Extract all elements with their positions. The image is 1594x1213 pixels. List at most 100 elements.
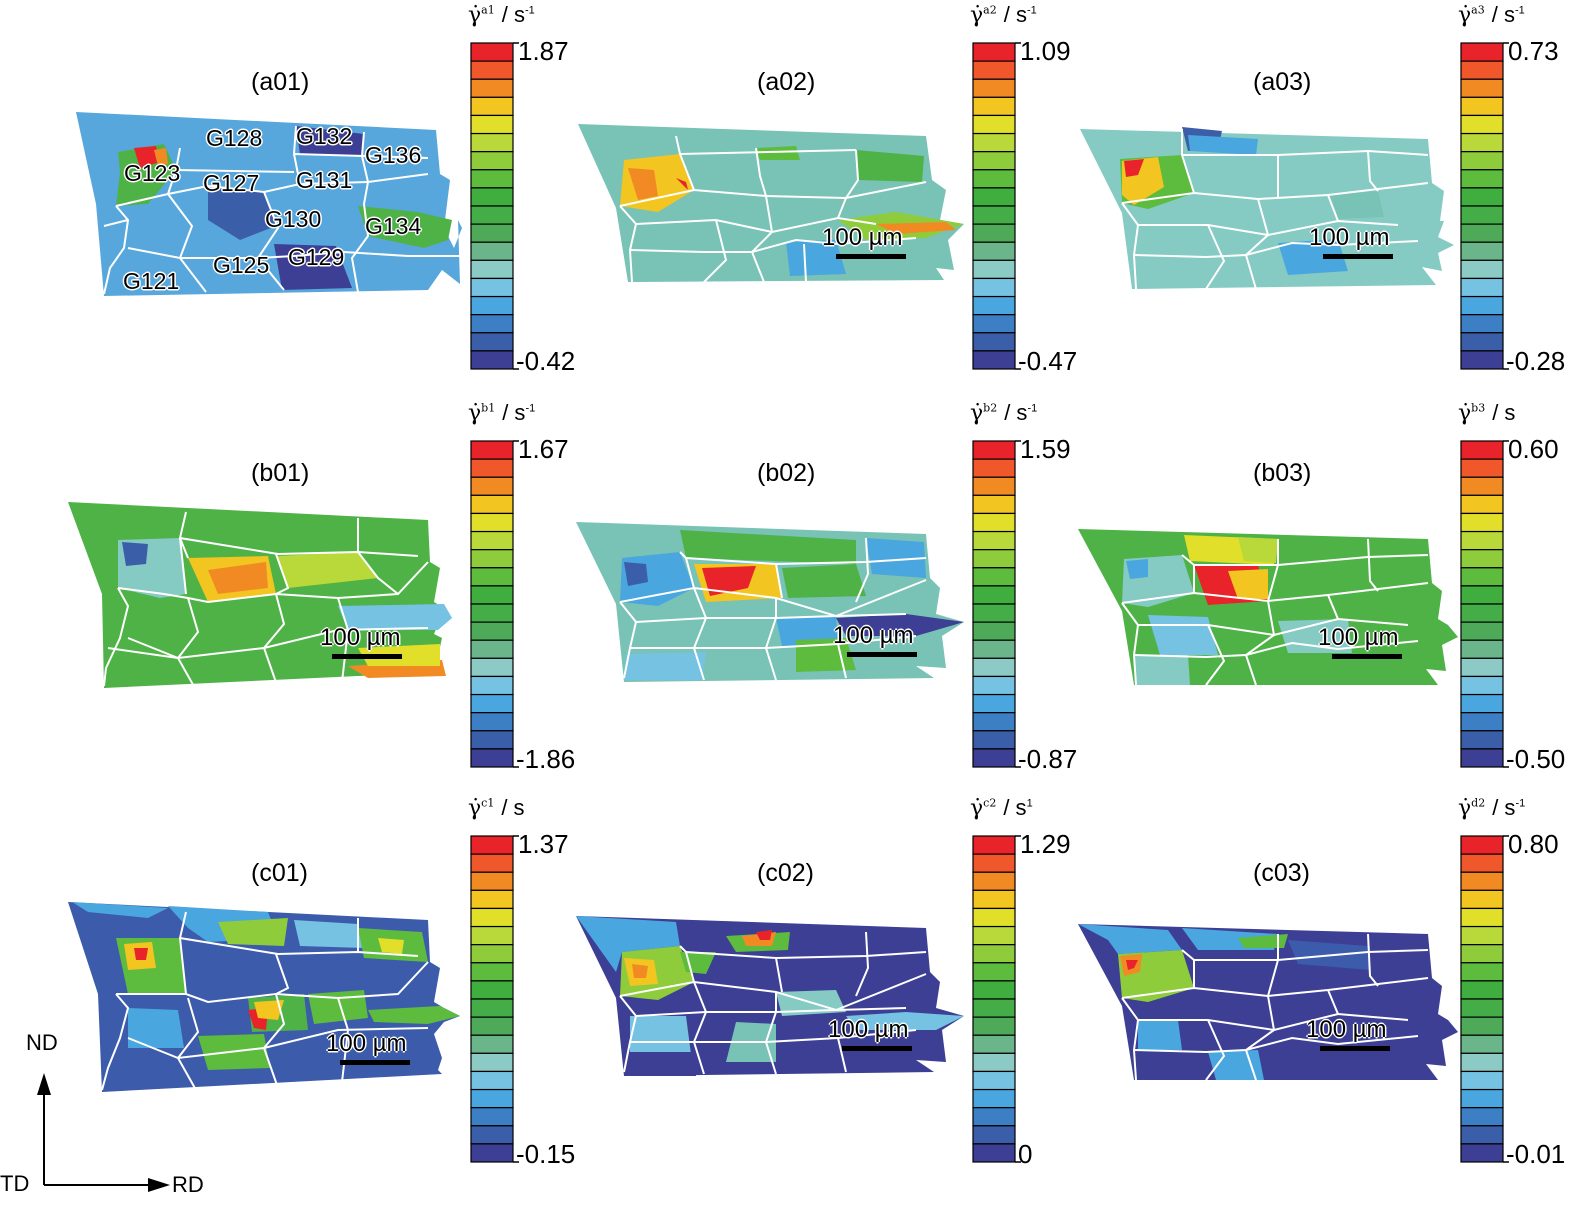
- colorbar-segment: [1460, 639, 1504, 659]
- colorbar-segment: [1460, 1052, 1504, 1073]
- colorbar-segment: [1460, 1034, 1504, 1054]
- colorbar-segment: [972, 96, 1016, 117]
- colorbar-unit-superscript: -1: [524, 4, 535, 17]
- colorbar-max-label: 0.73: [1508, 36, 1559, 66]
- colorbar-segment: [972, 1034, 1016, 1054]
- colorbar-symbol-superscript: a1: [481, 3, 495, 17]
- colorbar-min-label: -0.28: [1506, 346, 1566, 376]
- colorbar-title: γ̇a2 / s-1: [970, 2, 1037, 28]
- colorbar-max-label: 0.60: [1508, 434, 1559, 464]
- rd-arrowhead-icon: [148, 1178, 170, 1192]
- nd-arrowhead-icon: [37, 1073, 51, 1095]
- colorbar-segment: [1460, 603, 1504, 623]
- colorbar-segment: [470, 259, 514, 280]
- colorbar-segment: [972, 998, 1016, 1018]
- colorbar-segment: [470, 114, 514, 135]
- colorbar-segment: [1460, 549, 1504, 569]
- colorbar: [470, 440, 519, 768]
- grain-label: G131: [296, 167, 353, 193]
- colorbar-unit: / s: [1492, 400, 1516, 425]
- colorbar-segment: [1460, 693, 1504, 714]
- colorbar-segment: [470, 60, 514, 80]
- colorbar-segment: [972, 567, 1016, 587]
- panel-label: (c01): [251, 859, 308, 887]
- colorbar-segment: [972, 1143, 1016, 1163]
- colorbar-segment: [470, 1088, 514, 1109]
- colorbar-segment: [972, 730, 1016, 750]
- colorbar-segment: [1460, 1088, 1504, 1109]
- colorbar-segment: [972, 476, 1016, 496]
- colorbar-symbol: γ̇: [468, 3, 482, 28]
- grain-map: [68, 502, 452, 691]
- colorbar-min-label: -0.01: [1506, 1139, 1566, 1169]
- colorbar-segment: [470, 835, 514, 855]
- colorbar-symbol-superscript: b1: [481, 401, 496, 415]
- colorbar-segment: [1460, 585, 1504, 605]
- colorbar-segment: [470, 675, 514, 696]
- panel-c03: (c03): [1078, 859, 1458, 1081]
- colorbar-segment: [470, 962, 514, 982]
- colorbar-segment: [972, 657, 1016, 678]
- colorbar-segment: [1460, 350, 1504, 370]
- colorbar-segment: [972, 530, 1016, 551]
- colorbar-segment: [1460, 132, 1504, 153]
- scale-bar: 100 µm: [828, 1016, 918, 1051]
- colorbar-segment: [1460, 907, 1504, 928]
- colorbar-symbol-superscript: b2: [983, 401, 998, 415]
- scale-bar-label: 100 µm: [833, 622, 914, 649]
- colorbar-symbol-superscript: c2: [983, 796, 997, 810]
- scale-bar-label: 100 µm: [326, 1030, 407, 1057]
- colorbar-max-label: 1.09: [1020, 36, 1071, 66]
- panel-b02: (b02): [0, 0, 1020, 790]
- colorbar-symbol: γ̇: [1458, 3, 1472, 28]
- axis-label-rd: RD: [172, 1172, 204, 1197]
- colorbar-segment: [470, 925, 514, 946]
- colorbar-segment: [1460, 78, 1504, 98]
- colorbar-unit-superscript: -1: [1027, 402, 1038, 415]
- colorbar-segment: [972, 314, 1016, 334]
- colorbar-min-label: 0: [1018, 1139, 1033, 1169]
- colorbar-segment: [470, 476, 514, 496]
- colorbar-segment: [1460, 530, 1504, 551]
- colorbar: [1460, 440, 1509, 768]
- colorbar-segment: [1460, 476, 1504, 496]
- colorbar-symbol: γ̇: [970, 401, 984, 426]
- colorbar-max-label: 1.67: [518, 434, 569, 464]
- colorbar-segment: [470, 603, 514, 623]
- colorbar-segment: [1460, 889, 1504, 910]
- colorbar-segment: [1460, 458, 1504, 478]
- colorbar-segment: [972, 512, 1016, 533]
- colorbar-segment: [972, 693, 1016, 714]
- colorbar-segment: [972, 223, 1016, 243]
- colorbar-segment: [972, 748, 1016, 768]
- colorbar-symbol-superscript: a2: [983, 3, 997, 17]
- grain-map: [576, 522, 964, 682]
- colorbar-segment: [1460, 675, 1504, 696]
- colorbar-segment: [972, 962, 1016, 982]
- colorbar-segment: [972, 132, 1016, 153]
- colorbar-min-label: -0.42: [516, 346, 576, 376]
- grain-label: G121: [123, 268, 180, 294]
- colorbar-segment: [1460, 494, 1504, 515]
- colorbar-segment: [470, 151, 514, 171]
- colorbar-max-label: 1.37: [518, 829, 569, 859]
- colorbar-segment: [972, 277, 1016, 298]
- colorbar-segment: [972, 60, 1016, 80]
- colorbar-min-label: -0.47: [1018, 346, 1078, 376]
- colorbar-min-label: -0.15: [516, 1139, 576, 1169]
- colorbar-segment: [470, 889, 514, 910]
- colorbar-segment: [1460, 42, 1504, 62]
- colorbar-segment: [1460, 259, 1504, 280]
- colorbar-title: γ̇b2 / s-1: [970, 400, 1037, 426]
- colorbar: [470, 835, 519, 1163]
- colorbar-segment: [1460, 440, 1504, 460]
- colorbar-segment: [470, 223, 514, 243]
- colorbar-segment: [470, 567, 514, 587]
- scale-bar: 100 µm: [1306, 1016, 1396, 1051]
- colorbar-segment: [470, 657, 514, 678]
- panel-label: (a03): [1253, 68, 1312, 96]
- colorbar-segment: [470, 314, 514, 334]
- colorbar-segment: [972, 712, 1016, 732]
- colorbar-segment: [470, 1052, 514, 1073]
- axes-indicator: [37, 1073, 170, 1192]
